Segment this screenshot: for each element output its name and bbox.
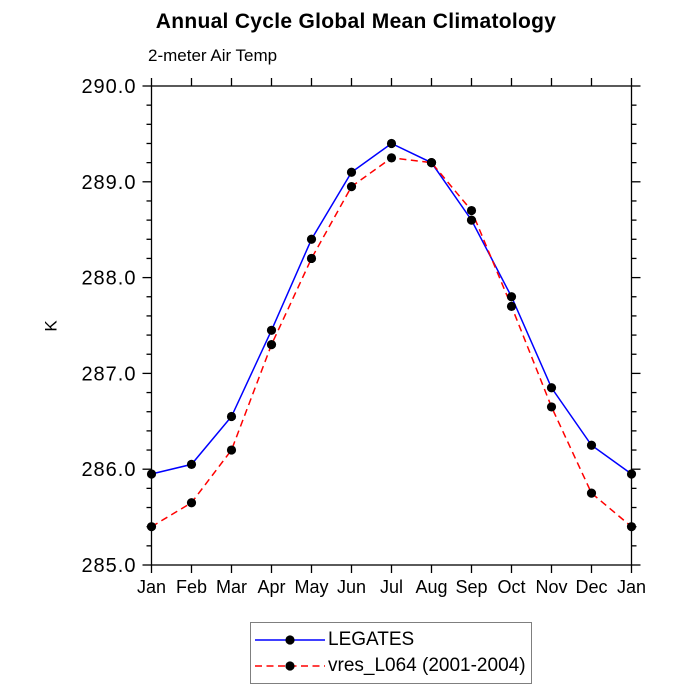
data-point-marker bbox=[426, 158, 437, 168]
x-tick-label: Feb bbox=[176, 577, 207, 597]
data-point-marker bbox=[306, 253, 317, 264]
data-point-marker bbox=[386, 153, 397, 163]
legend-item-0: LEGATES bbox=[254, 628, 531, 652]
x-tick-label: Mar bbox=[216, 577, 247, 597]
data-point-marker bbox=[466, 215, 477, 225]
x-tick-label: Apr bbox=[257, 577, 285, 597]
y-tick-label: 290.0 bbox=[81, 76, 136, 98]
data-point-marker bbox=[586, 440, 597, 450]
data-point-marker bbox=[186, 459, 197, 470]
x-tick-label: May bbox=[294, 577, 328, 597]
x-tick-label: Jul bbox=[380, 577, 403, 597]
data-point-marker bbox=[386, 138, 397, 149]
legend: LEGATES vres_L064 (2001-2004) bbox=[250, 622, 532, 684]
y-tick-label: 285.0 bbox=[81, 555, 136, 577]
data-point-marker bbox=[546, 402, 557, 412]
legend-solid-line-sample bbox=[255, 635, 325, 645]
series-line-1 bbox=[151, 157, 632, 528]
legend-item-1: vres_L064 (2001-2004) bbox=[254, 654, 531, 678]
data-point-marker bbox=[586, 488, 597, 498]
data-point-marker bbox=[546, 383, 557, 393]
chart-subtitle: 2-meter Air Temp bbox=[148, 46, 278, 65]
legend-label: vres_L064 (2001-2004) bbox=[328, 655, 526, 676]
chart-title: Annual Cycle Global Mean Climatology bbox=[155, 10, 557, 33]
x-tick-label: Dec bbox=[575, 577, 607, 597]
x-tick-label: Sep bbox=[455, 577, 487, 597]
y-tick-label: 289.0 bbox=[81, 172, 136, 194]
x-tick-label: Jun bbox=[337, 577, 366, 597]
legend-marker-icon bbox=[285, 635, 295, 645]
data-point-marker bbox=[266, 325, 277, 335]
data-point-marker bbox=[146, 522, 157, 532]
data-point-marker bbox=[226, 445, 237, 455]
y-tick-label: 287.0 bbox=[81, 363, 136, 385]
data-point-marker bbox=[186, 498, 197, 508]
legend-marker-icon bbox=[285, 661, 295, 671]
x-tick-label: Nov bbox=[535, 577, 567, 597]
x-tick-label: Oct bbox=[497, 577, 525, 597]
data-point-marker bbox=[266, 340, 277, 350]
y-tick-label: 288.0 bbox=[81, 268, 136, 290]
x-tick-label: Jan bbox=[137, 577, 166, 597]
data-point-marker bbox=[466, 205, 477, 216]
x-tick-label: Aug bbox=[415, 577, 447, 597]
data-point-marker bbox=[346, 181, 357, 192]
data-point-marker bbox=[506, 292, 517, 302]
data-point-marker bbox=[506, 301, 517, 311]
data-point-marker bbox=[626, 522, 637, 532]
data-point-marker bbox=[146, 469, 157, 479]
data-point-marker bbox=[626, 469, 637, 479]
legend-dashed-line-sample bbox=[255, 661, 325, 671]
data-point-marker bbox=[346, 167, 357, 177]
data-point-marker bbox=[306, 234, 317, 244]
legend-label: LEGATES bbox=[328, 629, 415, 650]
y-tick-label: 286.0 bbox=[81, 459, 136, 481]
x-tick-label: Jan bbox=[617, 577, 646, 597]
data-point-marker bbox=[226, 411, 237, 422]
